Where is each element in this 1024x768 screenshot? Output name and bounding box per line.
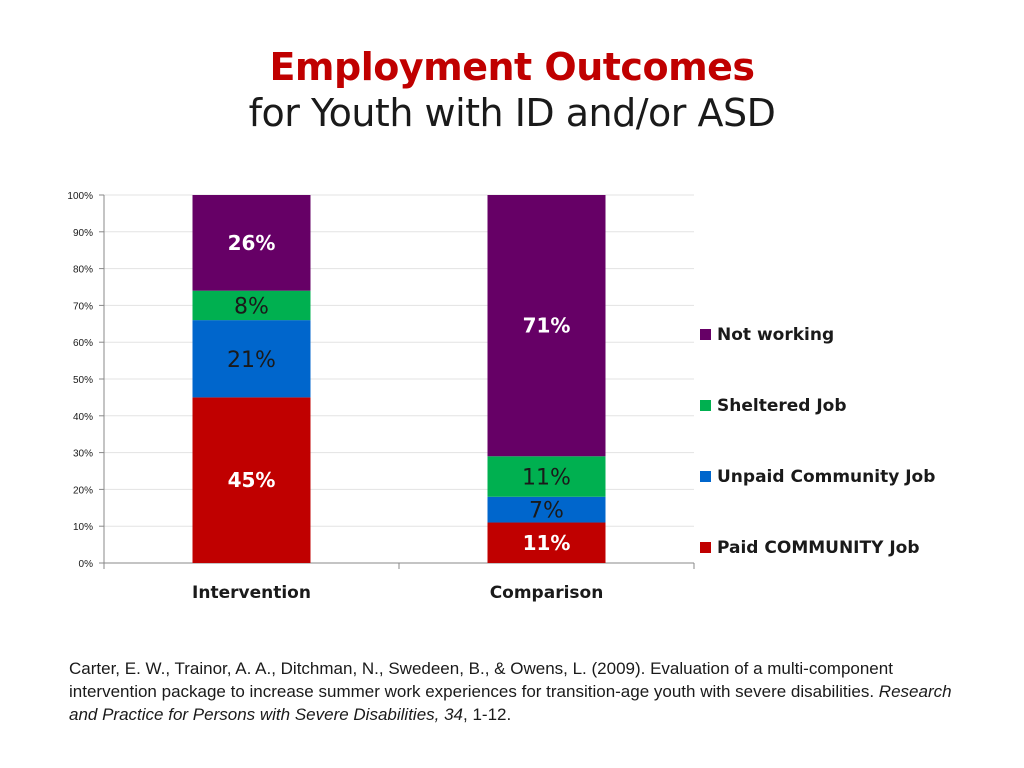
data-label: 7% [529, 499, 564, 524]
data-label: 11% [522, 466, 571, 491]
y-tick-label: 50% [73, 375, 93, 386]
legend-swatch [700, 400, 711, 411]
stacked-bar-chart: 0% 10% 20% 30% 40% 50% 60% 70% 80% 90% 100% 45% 21% 8… [67, 191, 935, 603]
category-label: Comparison [490, 583, 604, 603]
legend-label: Paid COMMUNITY Job [717, 538, 920, 558]
bar-segment-comparison-unpaid-community-job [487, 496, 606, 523]
bar-segment-comparison-not-working [487, 195, 606, 457]
data-label: 21% [227, 348, 276, 373]
legend-label: Not working [717, 325, 834, 345]
y-tick-label: 80% [73, 265, 93, 276]
legend-swatch [700, 542, 711, 553]
citation-text: Carter, E. W., Trainor, A. A., Ditchman,… [69, 659, 893, 701]
data-label: 26% [228, 231, 276, 255]
chart-title: Employment Outcomes [269, 45, 755, 89]
y-tick-label: 60% [73, 338, 93, 349]
citation-journal: Research and Practice for Persons with S… [69, 682, 952, 724]
title-block: Employment Outcomes for Youth with ID an… [0, 44, 1024, 136]
bar-segment-intervention-not-working [192, 195, 311, 291]
bar-segment-comparison-sheltered-job [487, 456, 606, 497]
data-label: 45% [228, 468, 276, 492]
y-tick-label: 10% [73, 522, 93, 533]
y-tick-label: 100% [67, 191, 93, 202]
data-label: 11% [523, 531, 571, 555]
legend-swatch [700, 471, 711, 482]
y-tick-label: 0% [79, 559, 94, 570]
bar-segment-comparison-paid-community-job [487, 522, 606, 563]
citation: Carter, E. W., Trainor, A. A., Ditchman,… [69, 657, 959, 726]
bar-segment-intervention-sheltered-job [192, 290, 311, 321]
legend-label: Unpaid Community Job [717, 467, 935, 487]
category-label: Intervention [192, 583, 311, 603]
bar-segment-intervention-paid-community-job [192, 397, 311, 563]
y-tick-label: 20% [73, 485, 93, 496]
chart-subtitle: for Youth with ID and/or ASD [248, 91, 776, 135]
y-tick-label: 30% [73, 449, 93, 460]
data-label: 8% [234, 294, 269, 319]
citation-pages: , 1-12. [463, 705, 512, 724]
y-tick-label: 40% [73, 412, 93, 423]
bar-segment-intervention-unpaid-community-job [192, 320, 311, 398]
legend-label: Sheltered Job [717, 396, 847, 416]
legend-swatch [700, 329, 711, 340]
y-tick-label: 70% [73, 301, 93, 312]
data-label: 71% [523, 314, 571, 338]
y-tick-label: 90% [73, 228, 93, 239]
